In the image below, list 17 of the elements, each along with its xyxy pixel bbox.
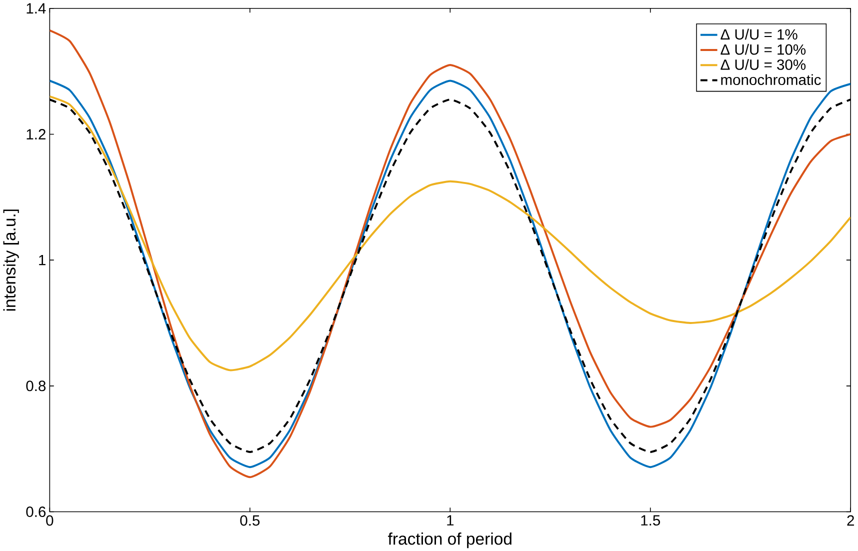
x-axis-title: fraction of period	[388, 532, 512, 548]
y-tick-label: 1	[39, 254, 46, 265]
y-axis-title: intensity [a.u.]	[3, 209, 19, 310]
x-tick-label: 2	[847, 515, 854, 526]
x-tick-label: 0	[46, 515, 54, 526]
line-series	[50, 95, 851, 371]
y-tick-label: 0.8	[26, 380, 46, 391]
legend-label: Δ U/U = 1%	[720, 28, 798, 40]
x-tick-label: 0.5	[240, 515, 260, 526]
x-tick-label: 1.5	[641, 515, 660, 526]
y-tick-label: 0.6	[26, 506, 46, 517]
legend-label: monochromatic	[721, 74, 821, 85]
y-tick-label: 1.4	[26, 3, 46, 14]
y-tick-label: 1.2	[26, 128, 46, 140]
legend-label: Δ U/U = 10%	[720, 44, 806, 55]
x-tick-label: 1	[447, 515, 454, 526]
legend-label: Δ U/U = 30%	[720, 58, 806, 70]
